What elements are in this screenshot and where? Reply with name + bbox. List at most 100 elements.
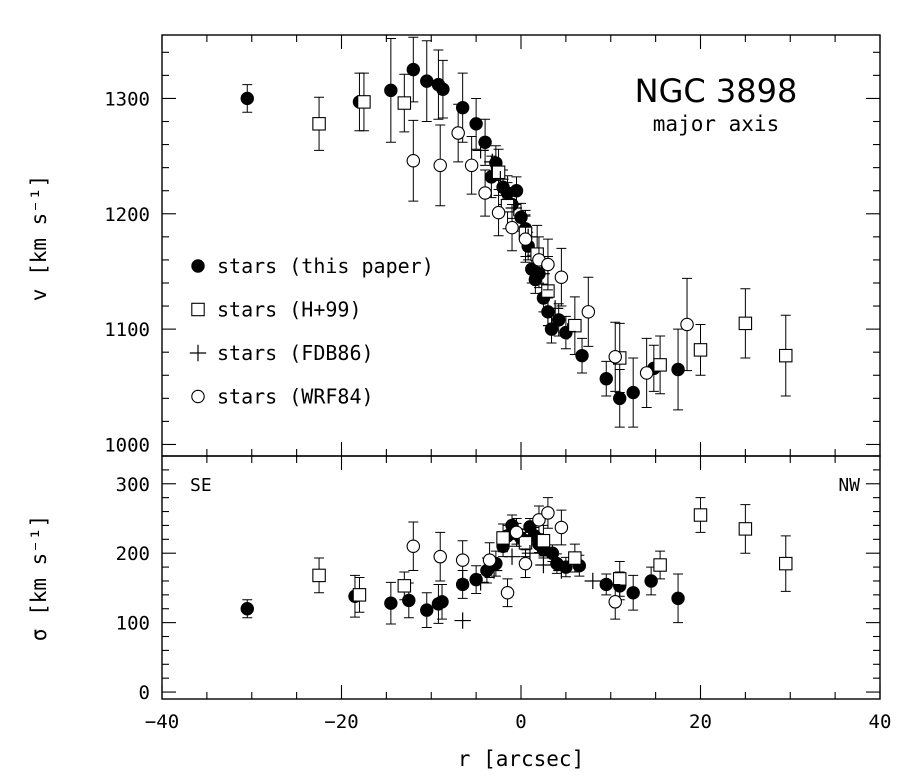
dispersion-point-s3-p7 [532, 513, 546, 527]
velocity-point-s1-p1 [357, 95, 371, 109]
dispersion-point-s1-p10 [738, 522, 753, 536]
dispersion-point-s0-p0 [240, 602, 254, 616]
velocity-point-s0-p0 [240, 91, 254, 106]
dispersion-point-s3-p9 [554, 520, 569, 535]
dispersion-point-s1-p6 [568, 551, 582, 565]
dispersion-point-s3-p3 [482, 553, 497, 567]
legend-marker-1 [191, 302, 205, 317]
dispersion-point-s3-p10 [608, 595, 622, 609]
dispersion-point-s2-p1 [472, 574, 489, 591]
velocity-point-s1-p3 [491, 165, 506, 180]
dispersion-point-s2-p3 [503, 548, 521, 565]
legend-label-2: stars (FDB86) [217, 341, 374, 365]
velocity-point-s2-p7 [559, 323, 576, 340]
dispersion-y-tick-label-3: 300 [116, 474, 150, 496]
legend: stars (this paper) stars (H+99) stars (FDB… [189, 254, 434, 409]
velocity-point-s3-p0 [406, 153, 421, 168]
velocity-point-s0-p4 [420, 74, 434, 88]
dispersion-point-s0-p7 [455, 577, 470, 592]
se-direction-label: SE [190, 475, 212, 496]
velocity-point-s3-p4 [478, 186, 492, 200]
velocity-point-s1-p2 [397, 96, 412, 110]
dispersion-axis-ticks: −40 −20 0 20 40 0 100 200 300 [116, 455, 892, 733]
dispersion-point-s3-p8 [541, 506, 555, 520]
legend-label-1: stars (H+99) [217, 298, 362, 322]
velocity-panel-title: NGC 3898 [635, 72, 798, 110]
dispersion-point-s1-p2 [397, 579, 412, 593]
legend-label-3: stars (WRF84) [217, 385, 374, 409]
velocity-y-axis-label: v [km s⁻¹] [27, 175, 51, 301]
dispersion-point-s2-p7 [584, 572, 601, 590]
velocity-point-s3-p6 [505, 220, 519, 235]
velocity-panel: 1000 1100 1200 1300 NGC 3898 major axis v [… [27, 34, 881, 457]
velocity-point-s0-p25 [551, 313, 566, 327]
dispersion-data-marks [240, 497, 793, 629]
velocity-point-s0-p9 [478, 135, 492, 149]
dispersion-panel: −40 −20 0 20 40 0 100 200 300 SE NW σ [km s⁻¹] r… [27, 455, 892, 771]
legend-label-0: stars (this paper) [217, 254, 434, 278]
velocity-y-tick-label-0: 1000 [104, 434, 150, 456]
velocity-point-s1-p0 [312, 117, 326, 131]
velocity-point-s3-p11 [581, 305, 596, 319]
dispersion-point-s0-p27 [626, 586, 640, 600]
dispersion-point-s3-p1 [433, 549, 447, 564]
velocity-point-s1-p12 [738, 316, 753, 331]
dispersion-point-s1-p0 [312, 568, 326, 583]
dispersion-point-s1-p4 [518, 536, 533, 550]
velocity-axis-ticks: 1000 1100 1200 1300 [104, 35, 881, 456]
velocity-point-s0-p3 [406, 62, 420, 77]
x-tick-label-0: −40 [145, 711, 179, 733]
velocity-point-s0-p15 [509, 184, 524, 198]
velocity-point-s2-p0 [472, 142, 489, 159]
dispersion-y-axis-label: σ [km s⁻¹] [27, 515, 51, 641]
velocity-y-tick-label-1: 1100 [104, 319, 150, 341]
velocity-point-s1-p11 [693, 343, 708, 357]
velocity-point-s0-p16 [514, 210, 528, 224]
x-tick-label-4: 40 [869, 711, 892, 733]
x-tick-label-1: −20 [324, 711, 358, 733]
velocity-point-s2-p6 [546, 300, 564, 317]
velocity-point-s0-p6 [436, 82, 450, 96]
velocity-point-s0-p30 [626, 385, 640, 400]
dispersion-point-s2-p5 [535, 556, 552, 574]
x-tick-label-2: 0 [515, 711, 526, 733]
dispersion-point-s3-p2 [455, 553, 470, 567]
velocity-point-s1-p10 [653, 358, 667, 372]
velocity-data-marks [240, 36, 793, 428]
dispersion-point-s1-p7 [612, 572, 627, 586]
velocity-point-s0-p2 [384, 83, 398, 98]
dispersion-y-tick-label-1: 100 [116, 613, 150, 635]
legend-marker-2 [189, 344, 207, 362]
velocity-point-s3-p3 [464, 158, 479, 173]
dispersion-point-s3-p6 [518, 556, 533, 571]
nw-direction-label: NW [838, 475, 860, 496]
velocity-point-s3-p13 [639, 366, 654, 380]
velocity-point-s2-p3 [505, 199, 523, 217]
velocity-y-tick-label-3: 1300 [104, 88, 150, 110]
dispersion-point-s1-p5 [536, 533, 551, 548]
dispersion-point-s2-p0 [454, 612, 471, 629]
dispersion-point-s0-p3 [402, 593, 416, 608]
dispersion-point-s3-p5 [509, 525, 524, 540]
velocity-point-s1-p8 [568, 318, 582, 333]
dispersion-point-s0-p4 [420, 603, 434, 617]
velocity-point-s0-p32 [671, 362, 685, 377]
dispersion-point-s1-p3 [496, 531, 510, 545]
velocity-point-s0-p28 [599, 372, 613, 386]
velocity-panel-subtitle: major axis [653, 112, 779, 136]
dispersion-point-s0-p2 [384, 596, 398, 610]
dispersion-point-s1-p9 [693, 508, 708, 522]
dispersion-point-s0-p29 [671, 591, 685, 606]
velocity-point-s2-p5 [533, 265, 550, 282]
dispersion-point-s1-p11 [779, 556, 793, 571]
velocity-point-s3-p14 [680, 317, 694, 332]
dispersion-y-tick-label-0: 0 [139, 682, 150, 704]
dispersion-y-tick-label-2: 200 [116, 543, 150, 565]
velocity-point-s2-p2 [492, 170, 509, 188]
dispersion-point-s3-p0 [406, 539, 421, 554]
dispersion-point-s2-p6 [553, 562, 570, 579]
velocity-point-s3-p5 [491, 205, 506, 220]
velocity-point-s2-p1 [484, 153, 501, 171]
legend-marker-0 [191, 259, 205, 273]
